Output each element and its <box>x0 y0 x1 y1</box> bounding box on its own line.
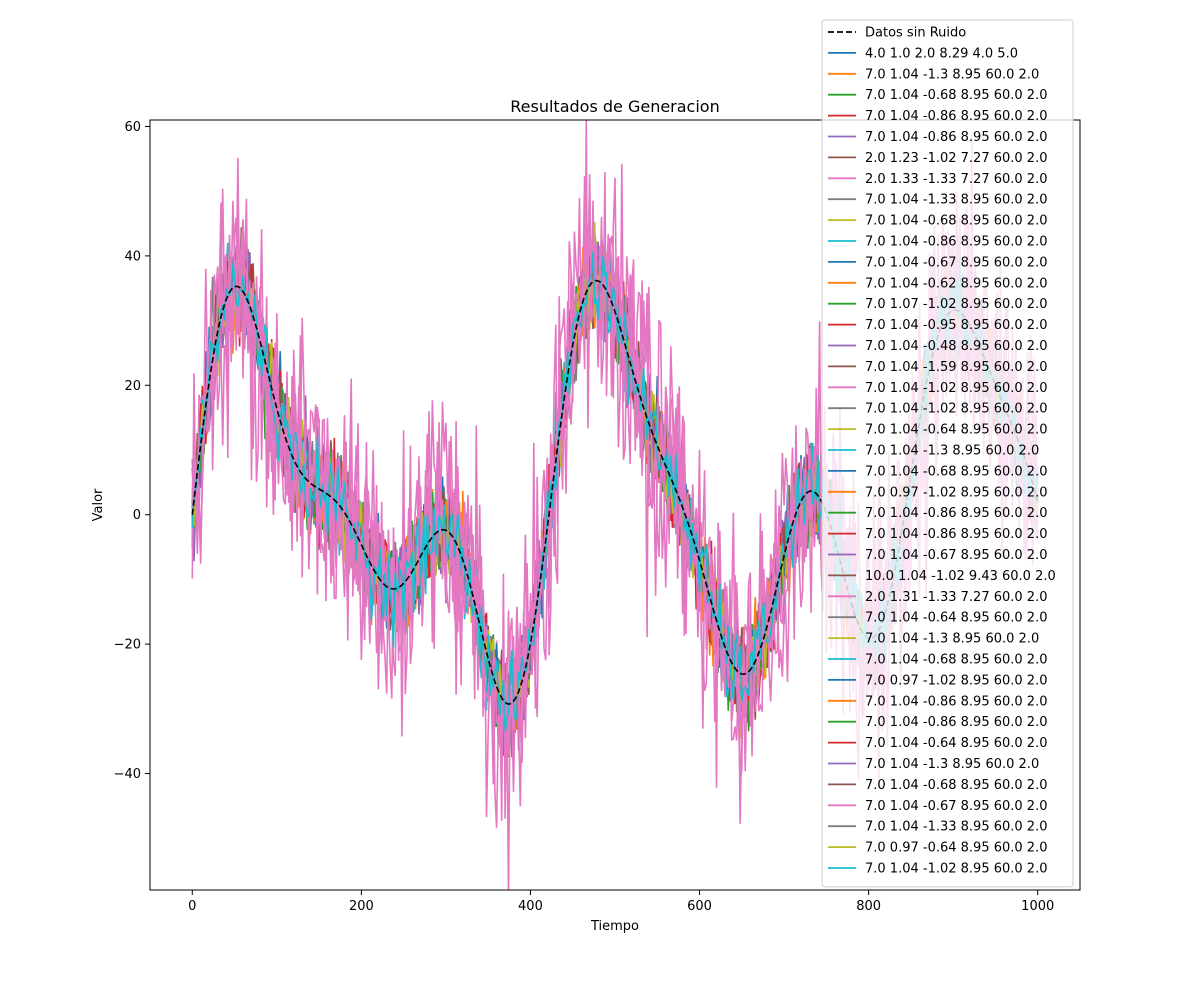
legend-entry-label: 7.0 1.04 -0.86 8.95 60.0 2.0 <box>865 527 1047 542</box>
legend-entry-label: 7.0 1.04 -1.59 8.95 60.0 2.0 <box>865 360 1047 375</box>
legend-entry-label: 7.0 1.04 -0.64 8.95 60.0 2.0 <box>865 736 1047 751</box>
legend-entry-label: 7.0 1.04 -0.64 8.95 60.0 2.0 <box>865 611 1047 626</box>
legend-entry-label: 7.0 1.07 -1.02 8.95 60.0 2.0 <box>865 297 1047 312</box>
legend-entry-label: 7.0 1.04 -1.3 8.95 60.0 2.0 <box>865 67 1039 82</box>
legend-entry-label: 7.0 0.97 -1.02 8.95 60.0 2.0 <box>865 673 1047 688</box>
legend-entry-label: 7.0 0.97 -1.02 8.95 60.0 2.0 <box>865 485 1047 500</box>
legend-entry-label: 7.0 1.04 -0.68 8.95 60.0 2.0 <box>865 214 1047 229</box>
legend-entry-label: 10.0 1.04 -1.02 9.43 60.0 2.0 <box>865 569 1056 584</box>
x-tick-label: 600 <box>687 899 712 914</box>
legend-entry-label: 7.0 1.04 -0.67 8.95 60.0 2.0 <box>865 799 1047 814</box>
y-tick-label: −40 <box>114 767 141 782</box>
legend-entry-label: 7.0 1.04 -1.3 8.95 60.0 2.0 <box>865 444 1039 459</box>
legend-entry-label: 7.0 1.04 -0.86 8.95 60.0 2.0 <box>865 109 1047 124</box>
legend-entry-label: 7.0 1.04 -0.64 8.95 60.0 2.0 <box>865 423 1047 438</box>
x-tick-label: 200 <box>349 899 374 914</box>
y-axis-label: Valor <box>91 488 106 521</box>
legend-entry-label: 7.0 1.04 -1.3 8.95 60.0 2.0 <box>865 757 1039 772</box>
legend-entry-label: 7.0 1.04 -0.68 8.95 60.0 2.0 <box>865 778 1047 793</box>
legend-entry-label: 7.0 1.04 -0.86 8.95 60.0 2.0 <box>865 235 1047 250</box>
legend-entry-label: 7.0 0.97 -0.64 8.95 60.0 2.0 <box>865 841 1047 856</box>
y-axis: −40 −20 0 20 40 60 <box>114 120 150 782</box>
legend-entry-label: 7.0 1.04 -0.48 8.95 60.0 2.0 <box>865 339 1047 354</box>
legend-entry-label: 7.0 1.04 -0.68 8.95 60.0 2.0 <box>865 653 1047 668</box>
legend-entry-label: 2.0 1.23 -1.02 7.27 60.0 2.0 <box>865 151 1047 166</box>
legend-entry-label: 7.0 1.04 -0.67 8.95 60.0 2.0 <box>865 548 1047 563</box>
y-tick-label: 0 <box>133 508 141 523</box>
x-axis: 0 200 400 600 800 1000 <box>188 890 1054 914</box>
legend-entry-label: 7.0 1.04 -0.68 8.95 60.0 2.0 <box>865 464 1047 479</box>
legend-entry-label: 7.0 1.04 -0.68 8.95 60.0 2.0 <box>865 88 1047 103</box>
x-axis-label: Tiempo <box>590 919 639 934</box>
chart-title: Resultados de Generacion <box>510 97 719 116</box>
x-tick-label: 400 <box>518 899 543 914</box>
legend-box <box>821 19 1074 888</box>
y-tick-label: 40 <box>124 249 141 264</box>
legend-entry-label: 7.0 1.04 -0.62 8.95 60.0 2.0 <box>865 276 1047 291</box>
plot-frame <box>149 119 1081 891</box>
legend: Datos sin Ruido 4.0 1.0 2.0 8.29 4.0 5.0 7… <box>821 19 1074 888</box>
legend-entry-label: 7.0 1.04 -1.33 8.95 60.0 2.0 <box>865 820 1047 835</box>
legend-entry-label: 7.0 1.04 -1.02 8.95 60.0 2.0 <box>865 402 1047 417</box>
legend-entry-label: 7.0 1.04 -0.86 8.95 60.0 2.0 <box>865 130 1047 145</box>
x-tick-label: 0 <box>188 899 196 914</box>
legend-entry-label: 7.0 1.04 -1.02 8.95 60.0 2.0 <box>865 862 1047 877</box>
y-tick-label: −20 <box>114 638 141 653</box>
legend-entry-label: 7.0 1.04 -0.67 8.95 60.0 2.0 <box>865 255 1047 270</box>
legend-entry-label: 2.0 1.31 -1.33 7.27 60.0 2.0 <box>865 590 1047 605</box>
legend-entry-label: 7.0 1.04 -0.95 8.95 60.0 2.0 <box>865 318 1047 333</box>
legend-entry-label: 7.0 1.04 -0.86 8.95 60.0 2.0 <box>865 506 1047 521</box>
y-tick-label: 60 <box>124 120 141 135</box>
legend-entry-label: 7.0 1.04 -1.02 8.95 60.0 2.0 <box>865 381 1047 396</box>
legend-entry-label: 7.0 1.04 -0.86 8.95 60.0 2.0 <box>865 715 1047 730</box>
legend-entry-label: 7.0 1.04 -1.33 8.95 60.0 2.0 <box>865 193 1047 208</box>
legend-entry-label: 2.0 1.33 -1.33 7.27 60.0 2.0 <box>865 172 1047 187</box>
legend-entry-label: Datos sin Ruido <box>865 26 966 41</box>
x-tick-label: 800 <box>856 899 881 914</box>
legend-entry-label: 4.0 1.0 2.0 8.29 4.0 5.0 <box>865 46 1018 61</box>
legend-entry-label: 7.0 1.04 -1.3 8.95 60.0 2.0 <box>865 632 1039 647</box>
y-tick-label: 20 <box>124 379 141 394</box>
legend-entry-label: 7.0 1.04 -0.86 8.95 60.0 2.0 <box>865 694 1047 709</box>
x-tick-label: 1000 <box>1021 899 1054 914</box>
